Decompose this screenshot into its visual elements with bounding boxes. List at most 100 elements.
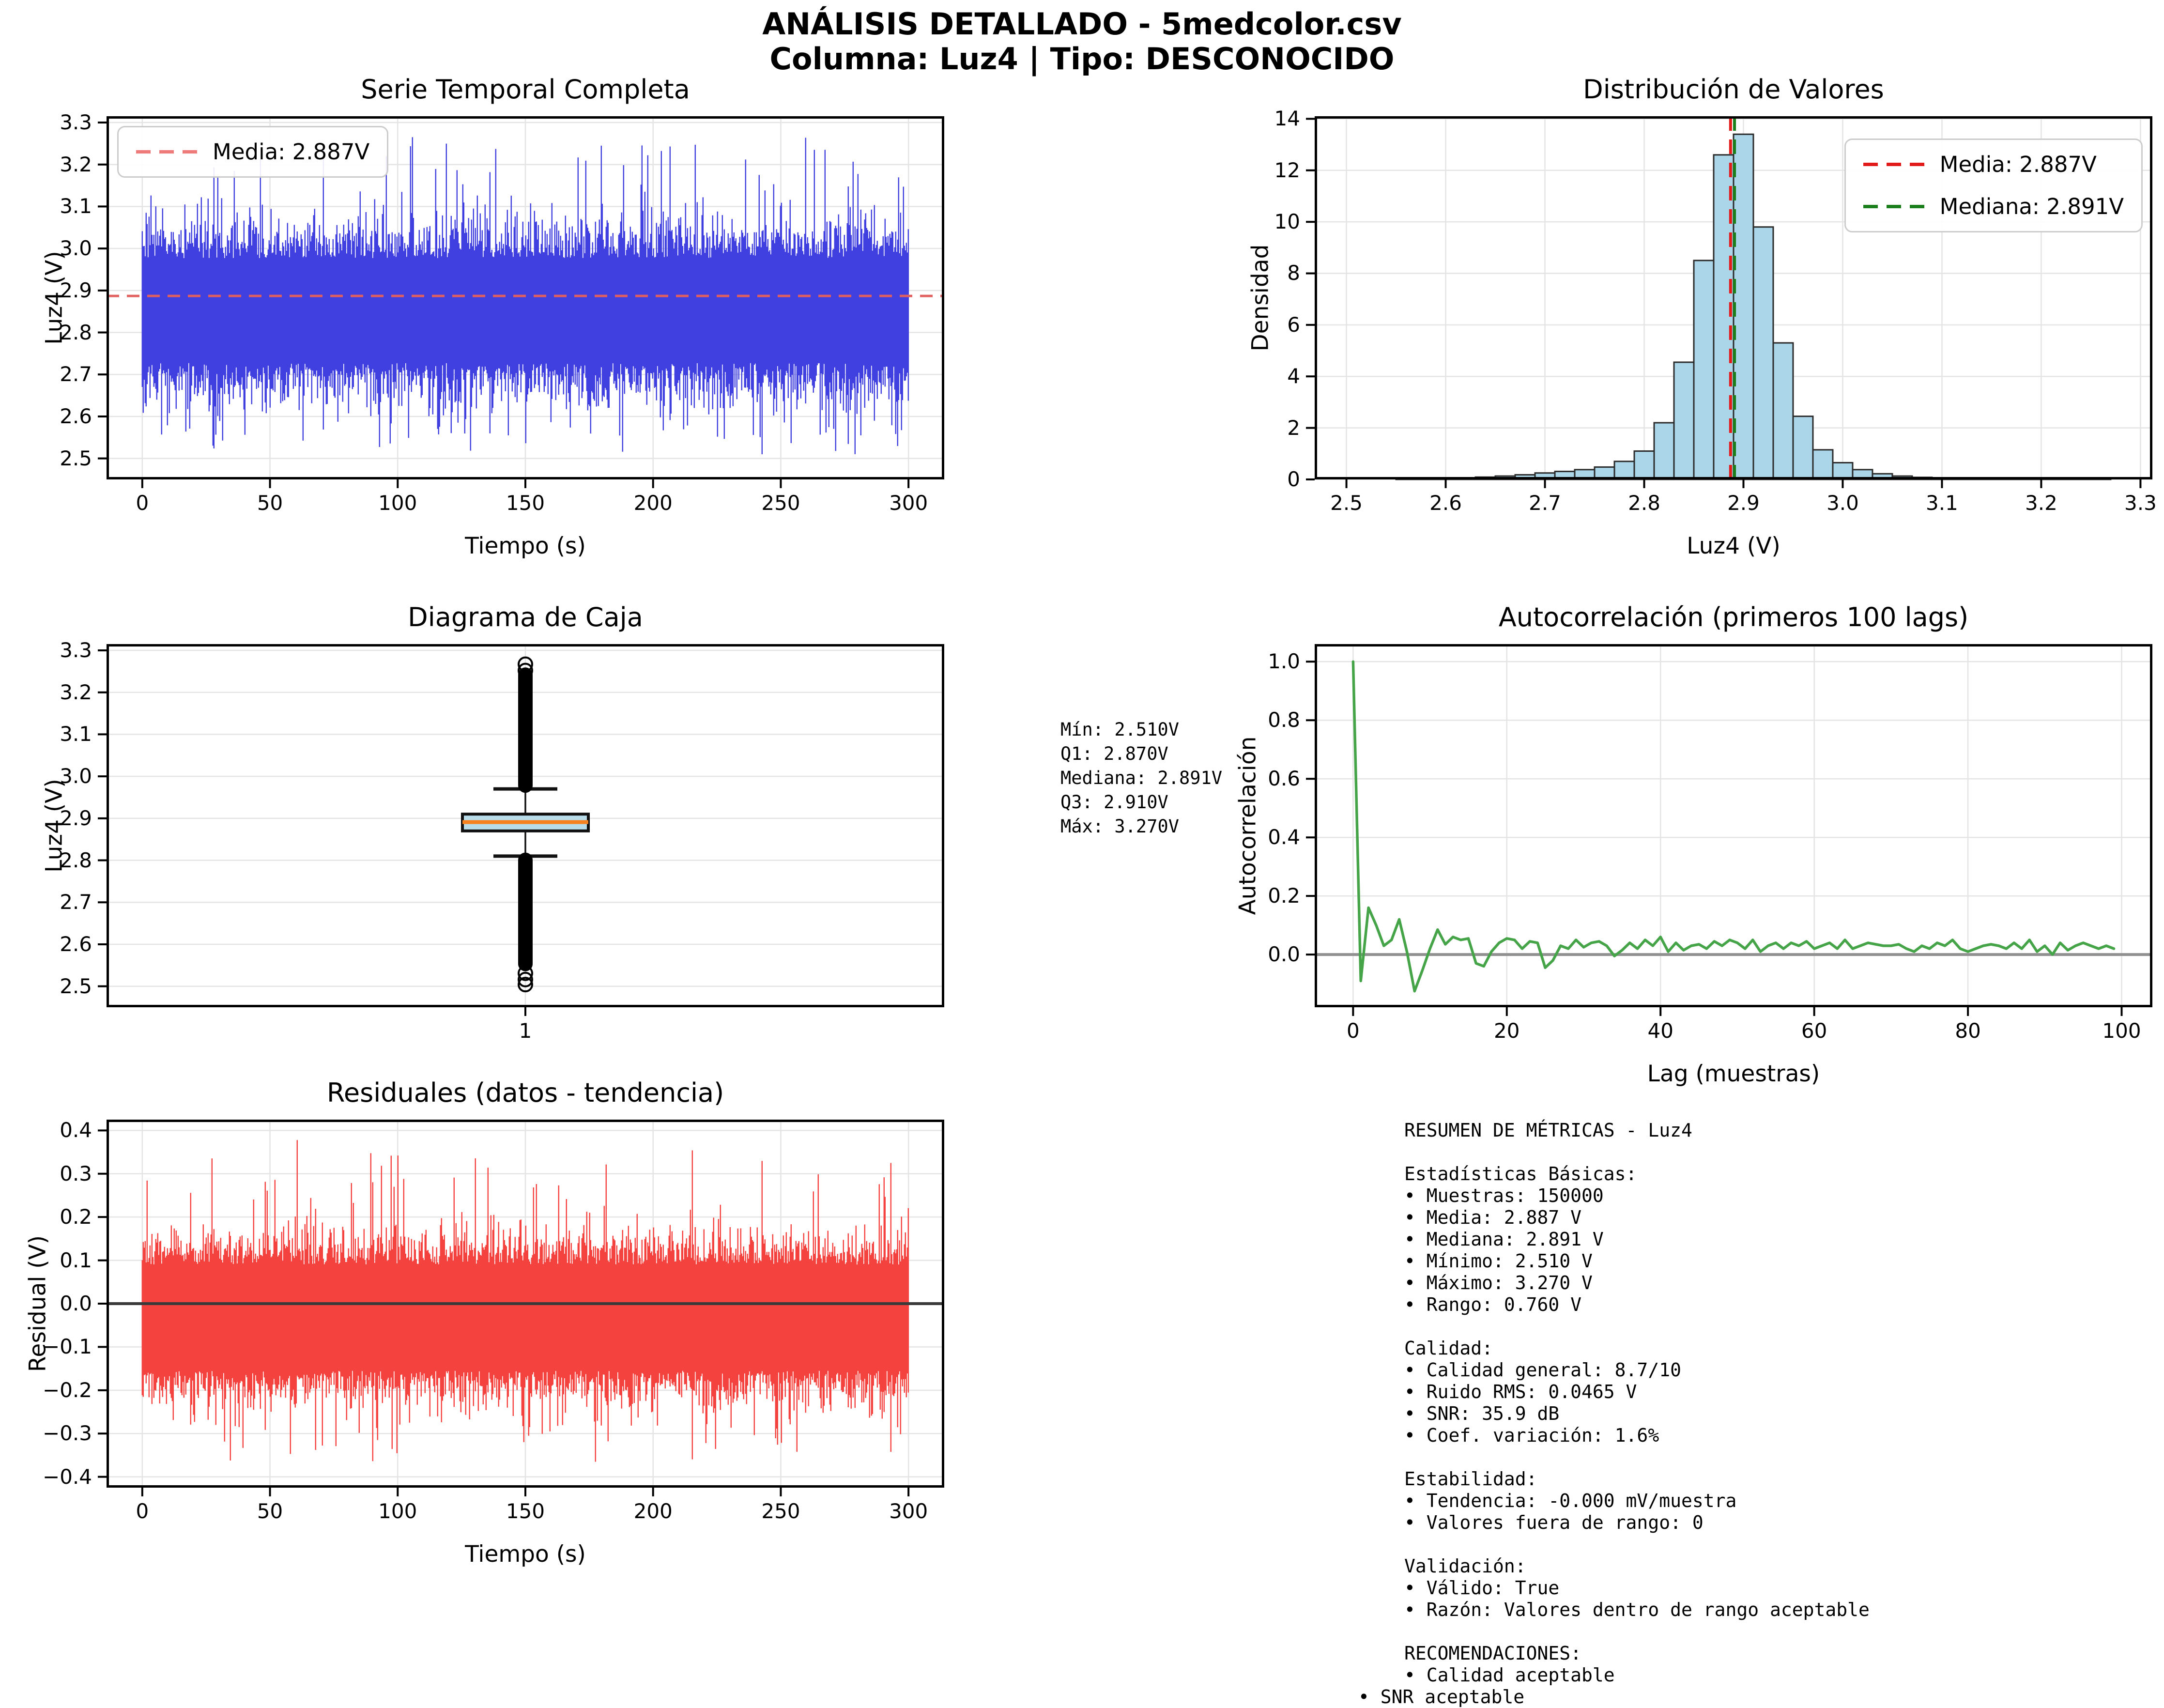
- y-tick-label: 3.1: [60, 724, 92, 744]
- x-tick-label: 3.3: [2124, 493, 2157, 513]
- legend: Media: 2.887V: [117, 126, 388, 178]
- y-tick-label: 3.2: [60, 154, 92, 175]
- x-tick-label: 0: [136, 1501, 149, 1522]
- x-axis-label: Luz4 (V): [1315, 533, 2152, 559]
- subplot-residuales: Residuales (datos - tendencia) Residual …: [107, 1120, 944, 1488]
- legend-label: Media: 2.887V: [213, 139, 369, 165]
- x-tick-label: 2.7: [1529, 493, 1561, 513]
- x-tick-label: 80: [1955, 1021, 1980, 1041]
- mean-dashed-line-swatch: [1863, 163, 1925, 166]
- x-tick-label: 0: [136, 493, 149, 513]
- y-tick-label: 3.2: [60, 682, 92, 703]
- y-tick-label: 2.6: [60, 406, 92, 427]
- y-tick-label: −0.2: [43, 1380, 92, 1400]
- x-tick-label: 300: [889, 1501, 928, 1522]
- x-tick-label: 0: [1347, 1021, 1360, 1041]
- legend: Media: 2.887V Mediana: 2.891V: [1844, 138, 2143, 232]
- y-tick-label: 3.1: [60, 196, 92, 216]
- x-tick-label: 200: [634, 493, 673, 513]
- x-tick-label: 300: [889, 493, 928, 513]
- y-tick-label: 3.0: [60, 238, 92, 259]
- x-axis-label: Lag (muestras): [1315, 1061, 2152, 1087]
- y-tick-label: 2.9: [60, 808, 92, 829]
- x-tick-label: 2.9: [1727, 493, 1760, 513]
- y-tick-label: 3.0: [60, 766, 92, 786]
- metrics-text: RESUMEN DE MÉTRICAS - Luz4 Estadísticas …: [1404, 1120, 1870, 1686]
- residuales-canvas: [107, 1120, 944, 1488]
- y-tick-label: 8: [1287, 263, 1300, 283]
- y-tick-label: 0.2: [1268, 886, 1300, 906]
- y-tick-label: 2.9: [60, 280, 92, 301]
- x-tick-label: 200: [634, 1501, 673, 1522]
- x-tick-label: 60: [1801, 1021, 1827, 1041]
- x-tick-label: 150: [506, 493, 545, 513]
- x-tick-label: 100: [378, 1501, 417, 1522]
- x-tick-label: 100: [2102, 1021, 2141, 1041]
- y-tick-label: 0.4: [1268, 827, 1300, 847]
- y-tick-label: 3.3: [60, 640, 92, 661]
- boxplot-canvas: [107, 644, 944, 1007]
- x-tick-label: 2.8: [1628, 493, 1660, 513]
- plot-title: Autocorrelación (primeros 100 lags): [1315, 602, 2152, 632]
- legend-entry-media: Media: 2.887V: [1863, 152, 2124, 177]
- y-tick-label: −0.3: [43, 1423, 92, 1444]
- subplot-serie-temporal: Serie Temporal Completa Luz4 (V) Tiempo …: [107, 116, 944, 479]
- y-axis-label: Autocorrelación: [1235, 737, 1261, 915]
- y-tick-label: 0.3: [60, 1164, 92, 1184]
- plot-title: Distribución de Valores: [1315, 74, 2152, 105]
- y-tick-label: 12: [1274, 160, 1300, 181]
- autocorrelacion-canvas: [1315, 644, 2152, 1007]
- y-tick-label: 6: [1287, 315, 1300, 335]
- subplot-distribucion: Distribución de Valores Densidad Luz4 (V…: [1315, 116, 2152, 479]
- median-dashed-line-swatch: [1863, 205, 1925, 208]
- figure-title: ANÁLISIS DETALLADO - 5medcolor.csv: [0, 7, 2164, 42]
- figure-subtitle: Columna: Luz4 | Tipo: DESCONOCIDO: [0, 42, 2164, 77]
- y-tick-label: 0.2: [60, 1207, 92, 1227]
- x-tick-label: 150: [506, 1501, 545, 1522]
- y-tick-label: 2.6: [60, 934, 92, 954]
- y-tick-label: 2.8: [60, 323, 92, 343]
- x-tick-label: 250: [761, 1501, 800, 1522]
- box-stats-text: Mín: 2.510V Q1: 2.870V Mediana: 2.891V Q…: [1060, 718, 1222, 839]
- x-tick-label: 3.1: [1926, 493, 1958, 513]
- x-tick-label: 1: [519, 1021, 532, 1041]
- x-tick-label: 2.6: [1429, 493, 1462, 513]
- y-tick-label: 10: [1274, 212, 1300, 232]
- x-tick-label: 100: [378, 493, 417, 513]
- x-tick-label: 3.0: [1826, 493, 1859, 513]
- y-tick-label: 0.0: [1268, 944, 1300, 965]
- y-tick-label: 2.8: [60, 850, 92, 871]
- y-tick-label: 0.1: [60, 1250, 92, 1271]
- y-tick-label: 2: [1287, 418, 1300, 438]
- y-tick-label: 4: [1287, 366, 1300, 386]
- legend-label: Media: 2.887V: [1940, 152, 2097, 177]
- mean-dashed-line-swatch: [136, 150, 198, 154]
- legend-label: Mediana: 2.891V: [1940, 194, 2124, 219]
- y-tick-label: −0.4: [43, 1467, 92, 1487]
- x-tick-label: 50: [257, 493, 283, 513]
- x-tick-label: 40: [1647, 1021, 1673, 1041]
- legend-entry-media: Media: 2.887V: [136, 139, 369, 165]
- y-axis-label: Densidad: [1247, 245, 1274, 352]
- x-axis-label: Tiempo (s): [107, 533, 944, 559]
- x-tick-label: 250: [761, 493, 800, 513]
- x-axis-label: Tiempo (s): [107, 1541, 944, 1568]
- plot-title: Serie Temporal Completa: [107, 74, 944, 105]
- x-tick-label: 3.2: [2025, 493, 2057, 513]
- plot-title: Diagrama de Caja: [107, 602, 944, 632]
- y-tick-label: 0.6: [1268, 769, 1300, 789]
- y-tick-label: 0.0: [60, 1293, 92, 1314]
- plot-title: Residuales (datos - tendencia): [107, 1077, 944, 1108]
- x-tick-label: 20: [1494, 1021, 1519, 1041]
- x-tick-label: 2.5: [1330, 493, 1363, 513]
- y-tick-label: 2.5: [60, 976, 92, 997]
- figure-title-block: ANÁLISIS DETALLADO - 5medcolor.csv Colum…: [0, 7, 2164, 77]
- y-tick-label: 1.0: [1268, 651, 1300, 672]
- subplot-autocorrelacion: Autocorrelación (primeros 100 lags) Auto…: [1315, 644, 2152, 1007]
- y-tick-label: 2.5: [60, 448, 92, 469]
- x-tick-label: 50: [257, 1501, 283, 1522]
- legend-entry-mediana: Mediana: 2.891V: [1863, 194, 2124, 219]
- y-tick-label: 2.7: [60, 892, 92, 912]
